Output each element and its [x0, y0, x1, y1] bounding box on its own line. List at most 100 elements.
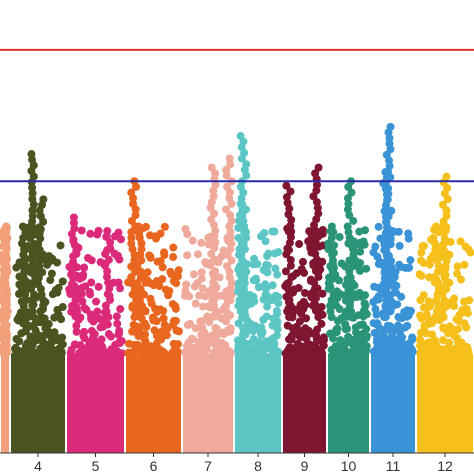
peak-snp-point [101, 301, 110, 310]
snp-point [418, 339, 427, 348]
snp-point [190, 282, 199, 291]
snp-density-block [283, 353, 326, 453]
snp-point [268, 227, 277, 236]
snp-point [104, 330, 113, 339]
snp-point [297, 265, 306, 274]
peak-snp-point [211, 267, 220, 276]
peak-snp-point [210, 255, 219, 264]
snp-point [319, 333, 328, 342]
x-tick-label: 12 [437, 458, 453, 474]
snp-point [317, 319, 326, 328]
snp-point [263, 302, 272, 311]
peak-snp-point [313, 284, 322, 293]
snp-point [438, 336, 447, 345]
snp-point [197, 336, 206, 345]
snp-density-block [328, 353, 369, 453]
snp-point [125, 339, 134, 348]
snp-point [213, 325, 222, 334]
snp-point [395, 345, 404, 354]
snp-point [375, 348, 384, 357]
peak-snp-point [442, 285, 451, 294]
peak-snp-point [286, 255, 295, 264]
x-tick-label: 6 [150, 458, 158, 474]
peak-snp-point [282, 193, 291, 202]
peak-snp-point [344, 284, 353, 293]
peak-snp-point [3, 290, 12, 299]
snp-point [259, 295, 268, 304]
snp-point [273, 270, 282, 279]
peak-snp-point [210, 295, 219, 304]
snp-point [453, 262, 462, 271]
snp-point [226, 349, 235, 358]
snp-point [186, 319, 195, 328]
peak-snp-point [236, 131, 245, 140]
peak-snp-point [381, 307, 390, 316]
peak-snp-point [127, 233, 136, 242]
peak-snp-point [211, 169, 220, 178]
snp-point [394, 334, 403, 343]
snp-point [249, 292, 258, 301]
snp-point [351, 343, 360, 352]
peak-snp-point [73, 285, 82, 294]
snp-point [419, 291, 428, 300]
snp-point [270, 344, 279, 353]
peak-snp-point [384, 251, 393, 260]
peak-snp-point [324, 245, 333, 254]
snp-point [212, 332, 221, 341]
snp-point [201, 343, 210, 352]
peak-snp-point [238, 199, 247, 208]
snp-point [400, 307, 409, 316]
snp-point [172, 326, 181, 335]
peak-snp-point [380, 246, 389, 255]
snp-point [189, 270, 198, 279]
x-axis: 4 5 6 7 8 9 10 11 12 [0, 452, 474, 474]
snp-point [261, 237, 270, 246]
snp-point [159, 314, 168, 323]
snp-point [374, 222, 383, 231]
x-tick-label: 10 [341, 458, 357, 474]
snp-point [226, 324, 235, 333]
snp-point [355, 265, 364, 274]
peak-snp-point [439, 245, 448, 254]
snp-point [295, 240, 304, 249]
peak-snp-point [28, 307, 37, 316]
snp-point [268, 281, 277, 290]
snp-point [25, 347, 34, 356]
snp-point [428, 330, 437, 339]
snp-point [263, 344, 272, 353]
snp-point [351, 349, 360, 358]
snp-point [205, 335, 214, 344]
snp-point [198, 323, 207, 332]
peak-snp-point [286, 261, 295, 270]
snp-point [456, 275, 465, 284]
peak-snp-point [102, 272, 111, 281]
snp-point [332, 325, 341, 334]
peak-snp-point [234, 233, 243, 242]
snp-point [136, 342, 145, 351]
peak-snp-point [210, 209, 219, 218]
snp-density-block [1, 353, 9, 453]
peak-snp-point [136, 313, 145, 322]
peak-snp-point [226, 211, 235, 220]
chromosome-7 [181, 154, 236, 453]
peak-snp-point [222, 205, 231, 214]
snp-point [181, 348, 190, 357]
peak-snp-point [387, 268, 396, 277]
peak-snp-point [127, 228, 136, 237]
snp-point [253, 337, 262, 346]
peak-snp-point [222, 165, 231, 174]
snp-point [116, 235, 125, 244]
snp-point [112, 312, 121, 321]
snp-point [445, 338, 454, 347]
peak-snp-point [281, 267, 290, 276]
snp-point [153, 307, 162, 316]
snp-point [426, 254, 435, 263]
snp-point [87, 278, 96, 287]
snp-point [87, 256, 96, 265]
x-tick-label: 4 [34, 458, 42, 474]
snp-point [260, 228, 269, 237]
snp-point [1, 321, 10, 330]
snp-point [11, 343, 20, 352]
peak-snp-point [34, 223, 43, 232]
peak-snp-point [3, 233, 12, 242]
